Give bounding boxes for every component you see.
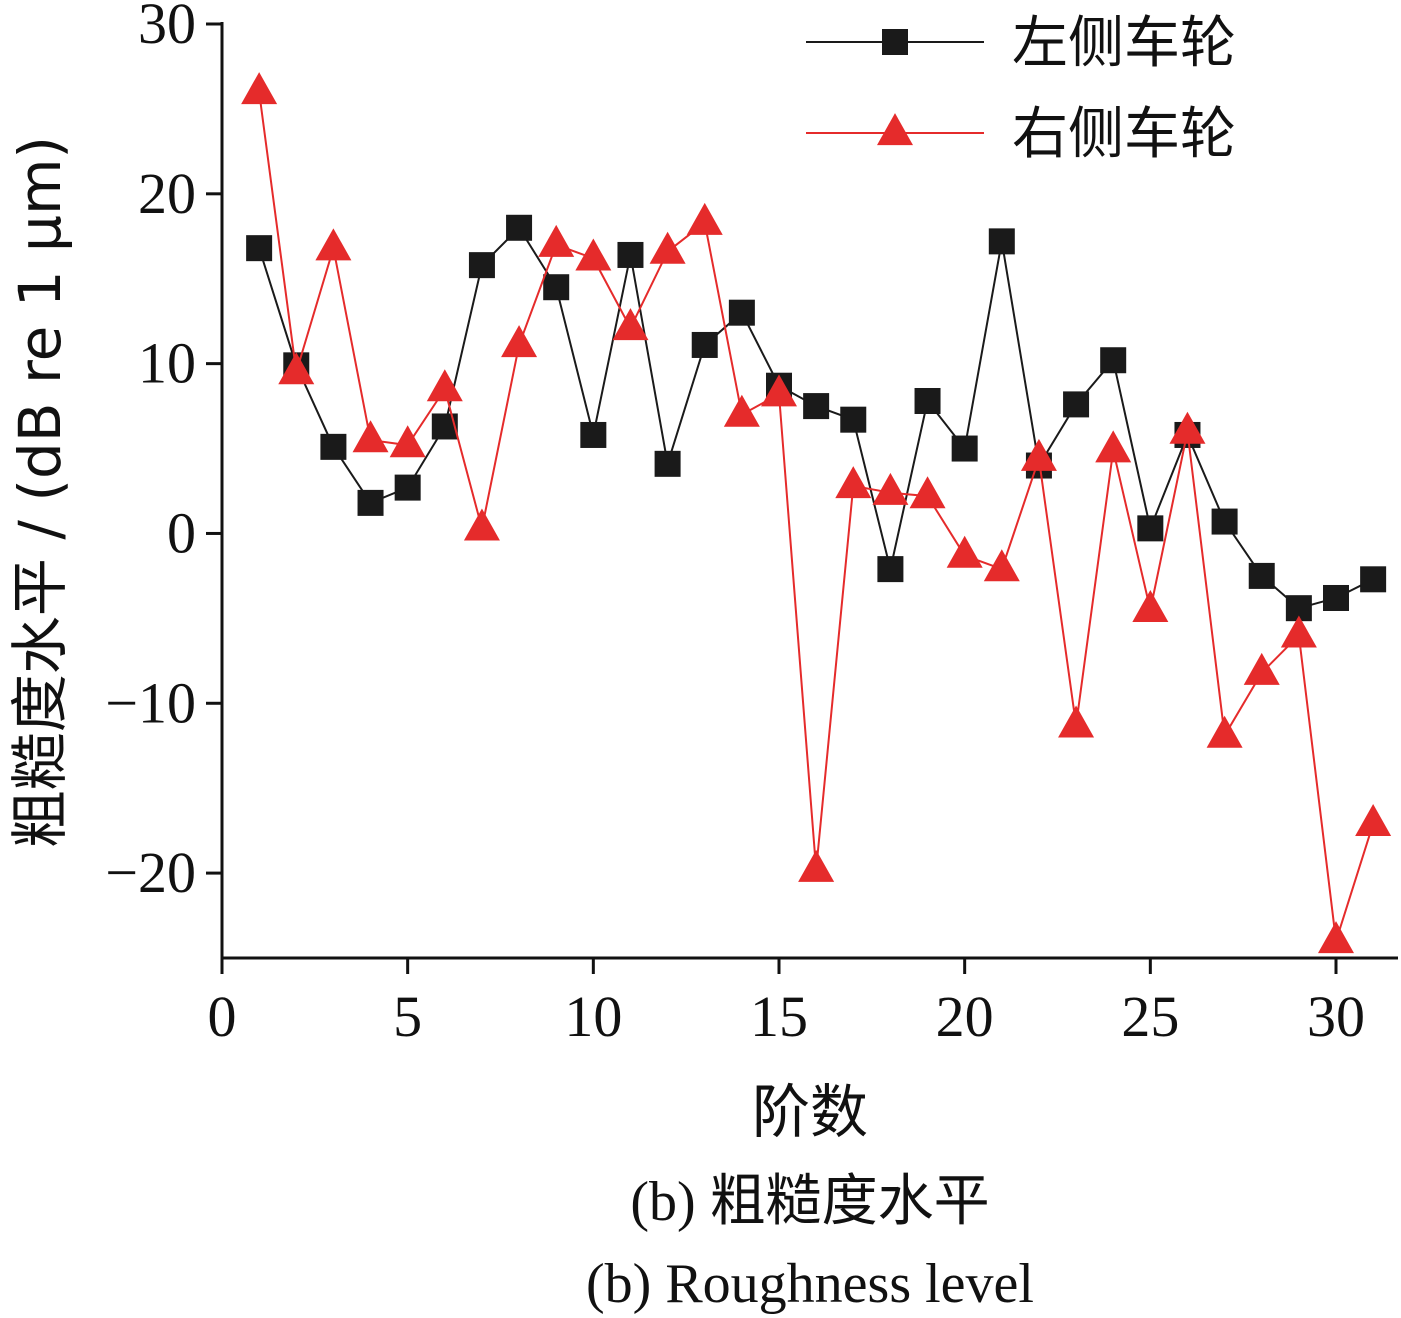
data-point-square	[246, 235, 273, 262]
y-axis-label: 粗糙度水平 / (dB re 1 μm)	[6, 136, 74, 848]
data-point-square	[1137, 515, 1164, 542]
data-point-triangle	[1169, 411, 1206, 444]
x-tick-label: 20	[936, 984, 994, 1049]
y-tick-label: −20	[105, 840, 196, 905]
data-point-square	[728, 299, 755, 326]
series-line	[258, 91, 1375, 942]
data-point-triangle	[1020, 438, 1057, 471]
data-point-triangle	[278, 352, 315, 385]
y-tick-label: 0	[167, 500, 196, 565]
y-tick-label: 30	[138, 0, 196, 56]
x-tick-label: 25	[1121, 984, 1179, 1049]
series-layer	[241, 72, 1392, 954]
data-point-triangle	[241, 72, 278, 105]
data-point-square	[1360, 566, 1387, 593]
data-point-triangle	[612, 308, 649, 341]
data-point-triangle	[501, 325, 538, 358]
y-tick-label: 20	[138, 161, 196, 226]
series-right-wheel	[241, 72, 1392, 954]
data-point-square	[580, 421, 607, 448]
data-point-square	[803, 393, 830, 420]
data-point-square	[543, 274, 570, 301]
data-point-square	[1248, 562, 1275, 589]
data-point-square	[357, 489, 384, 516]
data-point-square	[951, 435, 978, 462]
data-point-square	[654, 450, 681, 477]
y-tick-label: 10	[138, 331, 196, 396]
series-left-wheel	[246, 214, 1387, 622]
data-point-triangle	[686, 202, 723, 235]
data-point-square	[1063, 391, 1090, 418]
y-tick-label: −10	[105, 670, 196, 735]
axes: 30 20 10 0 −10 −20 0 5 10 15 20 25 30	[105, 0, 1398, 1049]
data-point-triangle	[1280, 615, 1317, 648]
x-tick-label: 0	[208, 984, 237, 1049]
data-point-triangle	[983, 549, 1020, 582]
data-point-square	[1100, 347, 1127, 374]
data-point-triangle	[1095, 430, 1132, 463]
x-tick-label: 15	[750, 984, 808, 1049]
data-point-square	[691, 331, 718, 358]
x-axis-label: 阶数	[752, 1078, 868, 1146]
caption-chinese: (b) 粗糙度水平	[630, 1171, 989, 1233]
data-point-triangle	[463, 508, 500, 541]
data-point-square	[506, 214, 533, 241]
legend-marker-triangle	[877, 113, 913, 146]
data-point-square	[320, 433, 347, 460]
data-point-triangle	[835, 466, 872, 499]
data-point-square	[1323, 584, 1349, 611]
data-point-triangle	[761, 374, 797, 407]
data-point-triangle	[1318, 921, 1354, 954]
legend-label: 左侧车轮	[1012, 11, 1236, 76]
data-point-square	[617, 241, 644, 268]
data-point-square	[877, 556, 904, 583]
x-tick-label: 30	[1307, 984, 1365, 1049]
data-point-square	[394, 474, 421, 501]
data-point-triangle	[538, 224, 575, 257]
data-point-triangle	[798, 849, 835, 882]
data-point-triangle	[575, 238, 612, 271]
data-point-triangle	[649, 231, 686, 264]
data-point-square	[468, 252, 495, 279]
data-point-triangle	[723, 394, 760, 427]
data-point-triangle	[352, 420, 389, 453]
caption-english: (b) Roughness level	[586, 1253, 1034, 1315]
data-point-triangle	[315, 228, 352, 261]
data-point-triangle	[1058, 705, 1095, 738]
data-point-triangle	[389, 425, 426, 458]
legend-marker-square	[882, 29, 908, 55]
x-tick-label: 5	[393, 984, 422, 1049]
data-point-square	[914, 387, 941, 414]
data-point-square	[840, 406, 867, 433]
data-point-triangle	[946, 535, 983, 568]
data-point-triangle	[426, 369, 463, 402]
data-point-triangle	[1243, 652, 1280, 685]
data-point-triangle	[1132, 590, 1169, 623]
legend-label: 右侧车轮	[1012, 102, 1236, 167]
data-point-triangle	[1206, 715, 1243, 748]
x-tick-label: 10	[564, 984, 622, 1049]
data-point-triangle	[872, 472, 909, 505]
data-point-triangle	[1355, 804, 1392, 837]
data-point-square	[1211, 508, 1238, 535]
data-point-triangle	[909, 476, 946, 509]
data-point-square	[988, 228, 1015, 255]
